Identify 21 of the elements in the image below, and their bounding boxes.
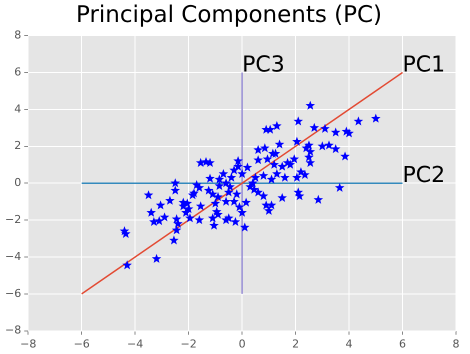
x-tick-label: −6 bbox=[74, 337, 90, 350]
y-tick-label: 4 bbox=[14, 102, 22, 116]
x-tick-label: 0 bbox=[238, 337, 246, 350]
x-tick-label: −2 bbox=[180, 337, 197, 350]
x-tick-label: 6 bbox=[399, 337, 406, 350]
y-tick-label: −6 bbox=[4, 286, 22, 300]
x-tick-label: −4 bbox=[127, 337, 144, 350]
chart-title: Principal Components (PC) bbox=[76, 2, 382, 28]
y-tick-label: −4 bbox=[4, 250, 22, 263]
y-tick-label: −8 bbox=[4, 324, 22, 337]
y-tick-label: 6 bbox=[14, 65, 22, 78]
y-tick-label: 8 bbox=[14, 28, 22, 42]
x-tick-label: 4 bbox=[346, 337, 353, 350]
series-label: PC1 bbox=[402, 52, 446, 78]
series-label: PC3 bbox=[242, 52, 285, 78]
y-tick-label: 2 bbox=[14, 139, 22, 152]
y-tick-label: −2 bbox=[4, 212, 22, 226]
series-label: PC2 bbox=[402, 163, 446, 188]
y-tick-label: 0 bbox=[14, 176, 22, 190]
x-tick-label: 8 bbox=[452, 337, 460, 350]
x-tick-label: 2 bbox=[292, 337, 300, 350]
